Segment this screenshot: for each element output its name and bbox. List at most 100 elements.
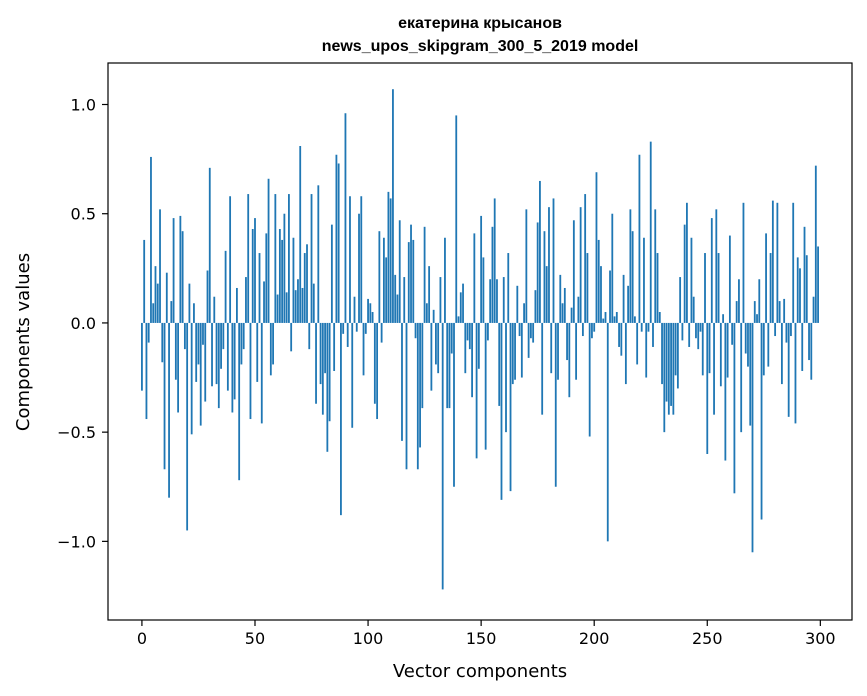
bar-216: [629, 209, 632, 323]
bar-158: [498, 322, 501, 406]
bar-209: [613, 316, 616, 323]
bar-97: [360, 196, 363, 323]
bar-185: [559, 274, 562, 323]
bar-161: [505, 322, 507, 433]
bar-127: [428, 266, 431, 323]
bar-274: [760, 322, 763, 520]
bar-38: [226, 322, 229, 391]
bar-103: [373, 322, 376, 404]
bar-61: [278, 229, 281, 323]
bar-256: [719, 322, 722, 387]
bar-138: [453, 322, 455, 487]
bar-70: [299, 146, 302, 323]
bar-17: [179, 215, 182, 323]
bar-112: [394, 274, 397, 323]
bar-249: [704, 253, 706, 323]
bar-31: [211, 322, 213, 387]
bar-26: [199, 322, 202, 426]
bar-180: [548, 207, 550, 323]
bar-287: [790, 322, 792, 337]
bar-134: [444, 237, 446, 323]
bar-248: [701, 322, 704, 376]
bar-220: [638, 154, 641, 323]
y-tick-label: −0.5: [57, 423, 96, 442]
bar-239: [681, 322, 684, 341]
bar-270: [751, 322, 754, 553]
bar-58: [272, 322, 274, 365]
bar-87: [337, 163, 340, 323]
bar-67: [292, 237, 295, 323]
bar-194: [579, 207, 582, 323]
bar-174: [534, 290, 537, 323]
y-tick-label: −1.0: [57, 532, 96, 551]
bar-9: [161, 322, 164, 363]
bar-156: [493, 198, 496, 323]
bar-5: [152, 303, 155, 323]
bar-27: [202, 322, 204, 345]
bar-186: [561, 303, 564, 323]
bar-123: [419, 322, 421, 448]
bar-108: [385, 257, 388, 323]
bar-250: [706, 322, 709, 454]
bar-272: [756, 314, 758, 323]
bar-214: [624, 322, 627, 385]
bar-296: [810, 322, 813, 380]
bar-53: [260, 322, 263, 424]
bar-72: [303, 253, 306, 323]
bar-114: [398, 220, 401, 323]
bar-73: [306, 244, 308, 323]
bar-157: [496, 279, 498, 323]
bar-44: [240, 322, 243, 365]
bar-238: [679, 277, 682, 323]
bar-154: [489, 279, 492, 323]
bar-251: [708, 322, 711, 374]
bar-255: [717, 253, 720, 323]
bar-81: [324, 322, 326, 374]
bar-283: [780, 322, 783, 385]
bar-205: [604, 312, 607, 323]
y-axis-ticks: −1.0 −0.5 0.0 0.5 1.0: [57, 96, 108, 551]
bar-159: [500, 322, 503, 500]
bar-150: [480, 215, 483, 323]
bar-267: [744, 322, 747, 354]
bar-179: [545, 266, 548, 323]
bar-226: [652, 322, 654, 347]
bar-182: [552, 198, 555, 323]
bar-222: [643, 237, 645, 323]
bar-191: [572, 220, 575, 323]
bar-51: [256, 322, 259, 382]
bar-41: [233, 322, 236, 400]
bar-271: [753, 301, 756, 323]
bar-284: [783, 298, 786, 323]
bar-153: [487, 322, 489, 341]
bar-203: [600, 266, 602, 323]
bar-200: [593, 322, 596, 332]
bar-68: [294, 290, 297, 323]
bar-230: [661, 322, 663, 385]
bar-136: [448, 322, 451, 409]
bar-261: [731, 322, 734, 345]
bar-142: [462, 283, 464, 323]
bar-240: [683, 224, 686, 323]
bar-190: [570, 307, 573, 323]
bar-37: [224, 250, 227, 323]
bar-39: [229, 196, 232, 323]
bar-22: [190, 322, 193, 435]
bar-189: [568, 322, 571, 398]
bar-243: [690, 237, 693, 323]
bar-76: [312, 283, 315, 323]
bar-258: [724, 322, 727, 461]
bar-105: [378, 231, 381, 323]
bar-281: [776, 202, 779, 323]
bar-21: [188, 283, 191, 323]
bar-80: [321, 322, 324, 415]
bar-141: [459, 292, 462, 323]
bar-14: [172, 218, 175, 323]
bar-210: [615, 312, 618, 323]
bar-197: [586, 253, 589, 323]
bar-4: [150, 156, 152, 323]
bar-160: [502, 277, 505, 323]
bar-178: [543, 231, 546, 323]
bar-45: [242, 322, 245, 350]
bar-233: [667, 322, 670, 415]
